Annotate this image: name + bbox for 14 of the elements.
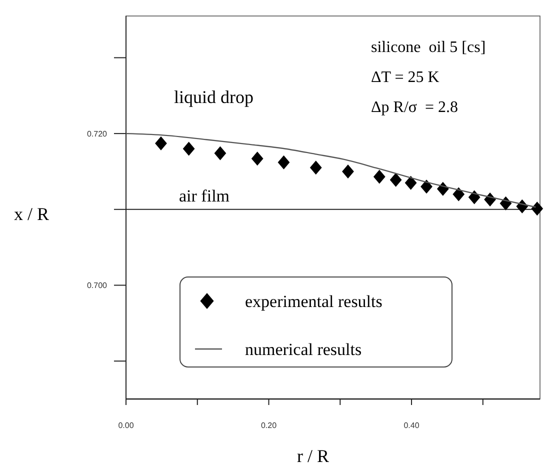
y-axis-title: x / R	[14, 204, 50, 224]
annotation: Δp R/σ = 2.8	[371, 99, 458, 116]
x-tick-label: 0.40	[404, 421, 420, 430]
annotation: ΔT = 25 K	[371, 69, 440, 86]
annotation: liquid drop	[174, 87, 254, 107]
x-tick-label: 0.20	[260, 421, 278, 430]
x-axis-title: r / R	[296, 446, 330, 466]
y-tick-label: 0.720	[86, 130, 108, 139]
x-tick-label: 0.00	[118, 421, 134, 430]
legend-label: numerical results	[245, 340, 362, 359]
legend-label: experimental results	[245, 292, 382, 311]
y-tick-label: 0.700	[86, 281, 108, 290]
annotation: silicone oil 5 [cs]	[371, 39, 486, 56]
ref-line-label: air film	[179, 186, 230, 206]
